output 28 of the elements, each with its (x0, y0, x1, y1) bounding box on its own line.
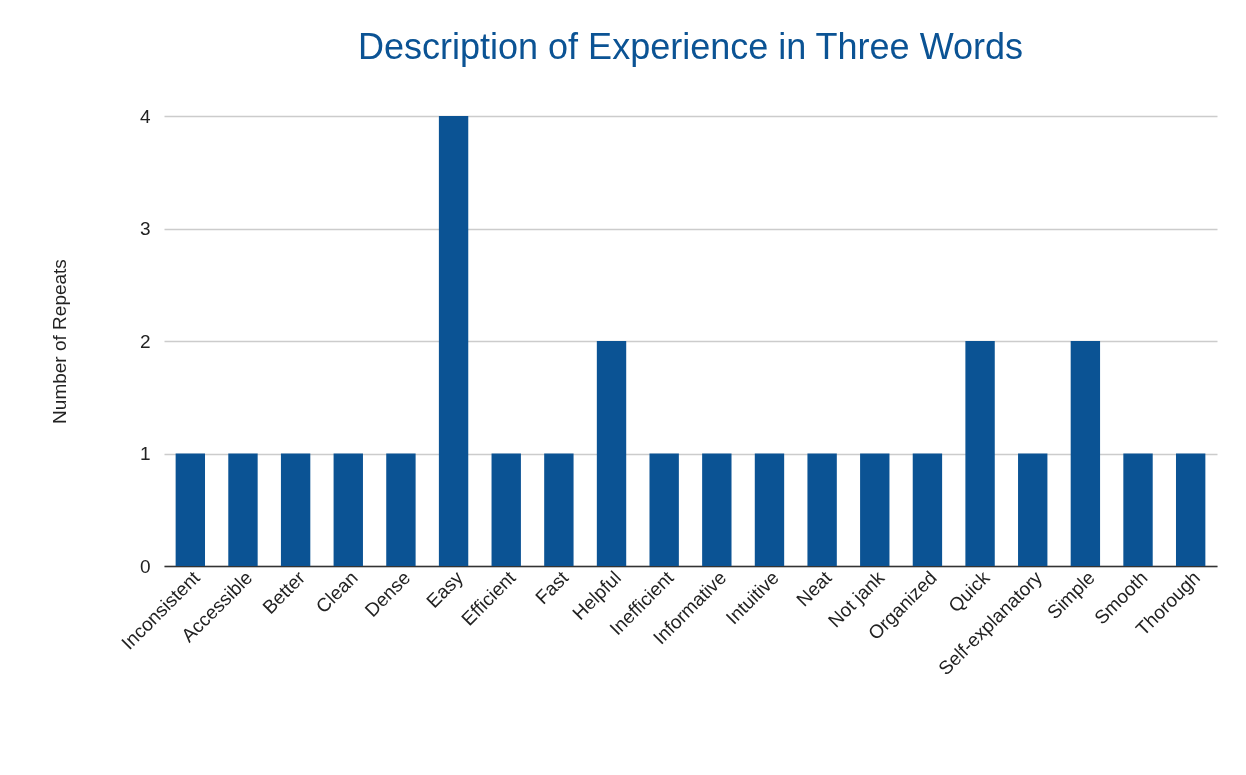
bar (1123, 453, 1153, 566)
y-tick-label: 0 (139, 555, 151, 577)
bar (1018, 453, 1048, 566)
bar (807, 453, 837, 566)
y-tick-label: 3 (139, 218, 151, 239)
bar (386, 453, 416, 566)
bar (965, 341, 995, 566)
bar (491, 453, 521, 566)
bar (438, 116, 469, 566)
bar (912, 453, 943, 566)
bar (1070, 341, 1101, 566)
bar (333, 453, 363, 566)
y-tick-label: 4 (139, 105, 151, 127)
bar (228, 453, 258, 566)
bar (649, 453, 679, 566)
chart-title: Description of Experience in Three Words (358, 26, 1023, 67)
bar (860, 453, 890, 566)
bar (544, 453, 574, 566)
bar (702, 453, 732, 566)
bar (596, 341, 627, 566)
x-tick-label: Fast (531, 566, 573, 609)
bar (175, 453, 206, 566)
y-axis-title: Number of Repeats (48, 259, 70, 424)
bar (754, 453, 785, 566)
y-tick-label: 2 (139, 330, 151, 352)
bar (1175, 453, 1206, 566)
y-tick-label: 1 (139, 443, 151, 464)
bar (280, 453, 311, 566)
